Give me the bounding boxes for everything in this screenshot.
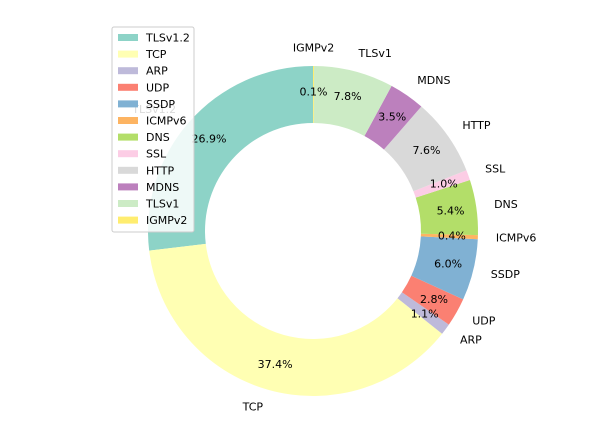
pct-label-ssdp: 6.0% — [434, 257, 462, 270]
category-label-igmpv2: IGMPv2 — [293, 42, 334, 55]
legend-swatch-arp — [118, 67, 138, 75]
category-label-dns: DNS — [494, 198, 518, 211]
slice-udp — [401, 275, 464, 325]
category-label-mdns: MDNS — [417, 74, 450, 87]
slice-dns — [415, 180, 478, 236]
slice-tlsv1 — [313, 66, 392, 137]
legend-label-ssl: SSL — [146, 148, 167, 161]
pct-label-tlsv1-2: 26.9% — [192, 132, 227, 145]
legend-swatch-tlsv1-2 — [118, 34, 138, 41]
legend-swatch-dns — [118, 133, 138, 141]
legend-entries: TLSv1.2 TCP ARP UDP SSDP ICMPv6 DNS SSL HTTP MDNS… — [118, 32, 190, 227]
category-label-http: HTTP — [462, 119, 491, 132]
legend-label-tlsv1: TLSv1 — [145, 198, 179, 211]
category-label-tcp: TCP — [242, 401, 264, 414]
slice-tcp — [149, 243, 443, 396]
legend-label-mdns: MDNS — [146, 181, 179, 194]
pct-label-udp: 2.8% — [420, 293, 448, 306]
pct-label-ssl: 1.0% — [430, 177, 458, 190]
slice-arp — [397, 292, 449, 334]
percentage-labels: 26.9% 37.4% 1.1%2.8% 6.0% 0.4% 5.4% 1.0% 7.6% 3.… — [192, 86, 466, 372]
slice-ssl — [413, 170, 470, 198]
legend-label-ssdp: SSDP — [146, 98, 175, 111]
legend-label-arp: ARP — [146, 65, 168, 78]
slice-http — [383, 106, 467, 192]
category-label-icmpv6: ICMPv6 — [496, 231, 537, 244]
legend-label-dns: DNS — [146, 131, 170, 144]
pct-label-http: 7.6% — [412, 144, 440, 157]
legend: TLSv1.2 TCP ARP UDP SSDP ICMPv6 DNS SSL HTTP MDNS… — [111, 26, 195, 233]
legend-swatch-http — [118, 166, 138, 174]
category-label-udp: UDP — [472, 315, 496, 328]
category-label-tlsv1: TLSv1 — [358, 47, 392, 60]
category-label-ssl: SSL — [485, 163, 506, 176]
slice-ssdp — [411, 236, 478, 300]
legend-swatch-igmpv2 — [118, 216, 138, 224]
slice-mdns — [364, 85, 422, 150]
legend-swatch-udp — [118, 83, 138, 91]
category-label-arp: ARP — [460, 333, 482, 346]
pct-label-tcp: 37.4% — [258, 358, 293, 371]
slice-igmpv2 — [313, 66, 315, 124]
legend-swatch-tlsv1 — [118, 200, 138, 207]
legend-label-icmpv6: ICMPv6 — [146, 115, 187, 128]
legend-label-udp: UDP — [146, 81, 170, 94]
pct-label-mdns: 3.5% — [378, 110, 406, 123]
category-labels: TLSv1.2TCPARPUDPSSDPICMPv6DNSSSLHTTPMDNS… — [131, 42, 536, 414]
legend-frame — [111, 26, 195, 233]
legend-label-tlsv1-2: TLSv1.2 — [145, 32, 190, 45]
donut-slices — [147, 66, 478, 396]
legend-label-tcp: TCP — [145, 48, 167, 61]
legend-swatch-icmpv6 — [118, 117, 138, 124]
category-label-ssdp: SSDP — [491, 268, 520, 281]
legend-swatch-ssl — [118, 150, 138, 158]
legend-swatch-ssdp — [118, 100, 138, 108]
legend-swatch-mdns — [118, 183, 138, 191]
legend-label-igmpv2: IGMPv2 — [146, 214, 187, 227]
pct-label-igmpv2: 0.1% — [299, 86, 327, 99]
pct-label-icmpv6: 0.4% — [438, 230, 466, 243]
pct-label-tlsv1: 7.8% — [334, 90, 362, 103]
legend-label-http: HTTP — [146, 164, 175, 177]
pct-label-arp: 1.1% — [411, 307, 439, 320]
legend-swatch-tcp — [118, 50, 138, 58]
pct-label-dns: 5.4% — [437, 204, 465, 217]
slice-icmpv6 — [420, 233, 478, 240]
